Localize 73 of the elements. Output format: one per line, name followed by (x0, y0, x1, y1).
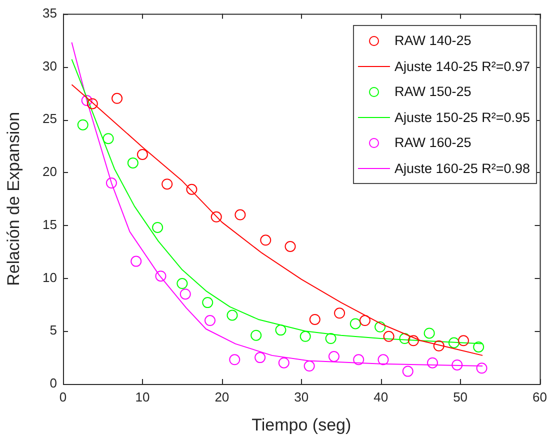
y-axis-title: Relación de Expansion (4, 112, 23, 286)
point (452, 359, 463, 370)
legend-label: RAW 150-25 (394, 84, 472, 100)
y-tick-label: 35 (42, 5, 57, 20)
point (106, 178, 117, 189)
point (226, 310, 238, 321)
point (234, 209, 246, 220)
x-tick-label: 60 (532, 389, 548, 404)
legend-label: RAW 140-25 (394, 33, 472, 48)
x-tick-label: 0 (59, 389, 67, 404)
point (250, 330, 262, 341)
y-tick-label: 25 (42, 111, 57, 126)
point (458, 335, 469, 346)
point (229, 354, 240, 366)
point (202, 297, 214, 308)
point (402, 366, 414, 377)
point (180, 288, 191, 300)
y-tick-label: 10 (42, 270, 57, 285)
point (77, 119, 88, 130)
point (254, 352, 266, 364)
y-tick-label: 30 (42, 58, 57, 74)
legend-label: Ajuste 150-25 R²=0.95 (394, 110, 530, 125)
legend-label: Ajuste 160-25 R²=0.98 (394, 160, 530, 176)
x-tick-label: 50 (453, 389, 468, 404)
point (112, 92, 123, 104)
point (334, 308, 346, 319)
point (426, 357, 438, 368)
point (448, 337, 460, 348)
point (176, 278, 188, 290)
point (359, 315, 370, 326)
point (155, 270, 166, 282)
x-tick-label: 30 (294, 389, 309, 404)
point (399, 333, 410, 344)
point (383, 330, 394, 342)
point (186, 184, 198, 195)
point (353, 354, 364, 366)
point (130, 256, 142, 267)
point (275, 324, 286, 336)
x-tick-label: 40 (374, 389, 388, 404)
y-tick-label: 0 (50, 376, 57, 391)
point (424, 328, 435, 339)
point (86, 98, 98, 110)
legend-label: Ajuste 140-25 R²=0.97 (394, 58, 530, 74)
x-axis-title: Tiempo (seg) (252, 415, 352, 434)
legend-label: RAW 160-25 (394, 135, 472, 150)
point (162, 178, 173, 190)
point (325, 333, 336, 344)
x-tick-label: 10 (135, 389, 150, 404)
y-tick-label: 5 (50, 322, 57, 338)
point (378, 354, 389, 366)
point (136, 148, 148, 160)
point (260, 234, 272, 246)
point (284, 240, 296, 252)
point (278, 357, 290, 368)
y-tick-label: 15 (42, 216, 57, 232)
point (433, 340, 444, 352)
y-tick-label: 20 (42, 164, 57, 180)
point (204, 315, 216, 326)
point (309, 314, 320, 325)
point (473, 341, 484, 352)
point (304, 360, 315, 372)
point (300, 330, 311, 342)
point (102, 133, 114, 144)
point (350, 318, 361, 330)
point (328, 351, 340, 362)
point (408, 335, 419, 346)
point (81, 95, 92, 106)
point (152, 222, 164, 233)
point (476, 362, 488, 374)
point (210, 211, 222, 222)
x-tick-label: 20 (214, 389, 230, 404)
point (374, 321, 386, 332)
point (127, 157, 138, 168)
